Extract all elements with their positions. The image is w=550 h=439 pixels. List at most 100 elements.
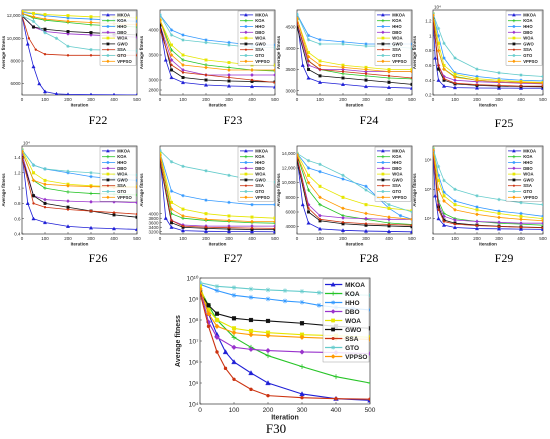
- data-point-vppso: [519, 80, 523, 85]
- legend-marker-vppso: [512, 59, 516, 64]
- data-point-woa: [43, 178, 47, 182]
- legend-marker-vppso: [244, 59, 248, 64]
- data-point-dbo: [66, 31, 70, 36]
- y-tick-label: 6000: [10, 81, 21, 86]
- data-point-mkoa: [25, 41, 30, 46]
- data-point-gto: [299, 289, 305, 294]
- y-axis-title: Average fitness: [412, 35, 417, 69]
- series-line-hho: [433, 148, 543, 217]
- data-point-ssa: [475, 224, 479, 227]
- data-point-dbo: [89, 199, 93, 204]
- legend-marker-ssa: [512, 184, 515, 187]
- data-point-gto: [89, 171, 93, 175]
- data-point-mkoa: [111, 226, 117, 231]
- data-point-mkoa: [441, 84, 447, 88]
- legend-marker-gwo: [106, 178, 110, 182]
- data-point-gto: [453, 56, 457, 60]
- data-point-mkoa: [25, 201, 30, 205]
- data-point-gto: [89, 47, 93, 52]
- data-point-mkoa: [88, 225, 94, 230]
- data-point-gto: [31, 163, 36, 167]
- legend-label-dbo: DBO: [523, 30, 533, 35]
- data-point-ssa: [410, 76, 412, 80]
- legend-label-gwo: GWO: [392, 41, 403, 46]
- data-point-ssa: [170, 63, 173, 67]
- x-axis-title: Iteration: [346, 103, 364, 108]
- x-tick-label: 200: [202, 236, 210, 241]
- legend-marker-koa: [244, 19, 248, 23]
- data-point-vppso: [341, 65, 345, 70]
- data-point-vppso: [204, 217, 208, 222]
- legend-label-ssa: SSA: [117, 47, 126, 52]
- data-point-gwo: [181, 75, 185, 80]
- legend-marker-gto: [512, 53, 516, 58]
- data-point-ssa: [66, 208, 70, 211]
- data-point-vppso: [436, 48, 441, 53]
- data-point-dbo: [43, 197, 47, 202]
- data-point-ssa: [519, 84, 523, 88]
- data-point-vppso: [214, 323, 220, 329]
- x-tick-label: 300: [362, 97, 370, 102]
- x-tick-label: 0: [432, 236, 435, 241]
- data-point-gto: [364, 188, 368, 192]
- data-point-woa: [181, 53, 185, 57]
- legend-label-woa: WOA: [523, 36, 533, 41]
- data-point-gto: [519, 73, 523, 77]
- data-point-ssa: [89, 209, 93, 213]
- data-point-gwo: [214, 311, 220, 316]
- data-point-hho: [227, 40, 231, 45]
- legend-marker-mkoa: [512, 12, 516, 17]
- data-point-gwo: [299, 321, 305, 326]
- data-point-vppso: [31, 178, 36, 183]
- legend-marker-vppso: [106, 195, 110, 200]
- data-point-woa: [31, 11, 36, 15]
- data-point-ssa: [204, 226, 208, 229]
- data-point-ssa: [112, 211, 116, 214]
- legend-label-gto: GTO: [392, 53, 402, 58]
- y-axis-title: Average fitness: [1, 173, 6, 207]
- legend-label-woa: WOA: [255, 172, 265, 177]
- panel-f29: 0 100 200 300 400 500 10⁴ 10⁵ 10⁶ Iteration Averag…: [412, 145, 547, 265]
- data-point-ssa: [437, 64, 440, 67]
- data-point-gto: [442, 41, 446, 45]
- legend-label-koa: KOA: [345, 291, 360, 298]
- data-point-mkoa: [272, 84, 275, 89]
- data-point-ssa: [364, 72, 368, 75]
- panel-label: F28: [360, 251, 379, 265]
- data-point-mkoa: [300, 202, 305, 207]
- legend-label-hho: HHO: [523, 160, 533, 165]
- data-point-vppso: [250, 68, 254, 72]
- data-point-gto: [341, 173, 345, 178]
- y-exponent-label: 10⁴: [434, 5, 441, 10]
- legend-label-vppso: VPPSO: [117, 195, 132, 200]
- data-point-dbo: [273, 73, 275, 77]
- y-axis-title: Average fitness: [1, 35, 6, 69]
- data-point-hho: [204, 38, 208, 42]
- data-point-hho: [282, 298, 288, 304]
- legend-label-vppso: VPPSO: [392, 195, 407, 200]
- legend-label-woa: WOA: [392, 36, 402, 41]
- data-point-vppso: [31, 14, 36, 19]
- series-line-woa: [433, 148, 543, 220]
- y-axis-title: Average fitness: [412, 173, 417, 207]
- legend-label-dbo: DBO: [255, 166, 265, 171]
- y-tick-label: 10⁶: [425, 158, 432, 163]
- legend-label-gwo: GWO: [117, 177, 128, 182]
- y-tick-label: 0.2: [425, 93, 432, 98]
- legend-label-mkoa: MKOA: [345, 282, 365, 289]
- y-tick-label: 10⁹: [188, 296, 198, 303]
- data-point-hho: [181, 193, 185, 198]
- data-point-mkoa: [518, 86, 524, 90]
- series-line-gto: [433, 13, 543, 77]
- data-point-koa: [410, 222, 412, 227]
- data-point-gto: [282, 288, 288, 294]
- legend-marker-dbo: [106, 166, 110, 171]
- y-tick-label: 3800: [148, 216, 159, 221]
- data-point-woa: [306, 173, 311, 177]
- legend-marker-koa: [512, 155, 516, 159]
- data-point-vppso: [410, 69, 412, 74]
- data-point-vppso: [341, 206, 345, 211]
